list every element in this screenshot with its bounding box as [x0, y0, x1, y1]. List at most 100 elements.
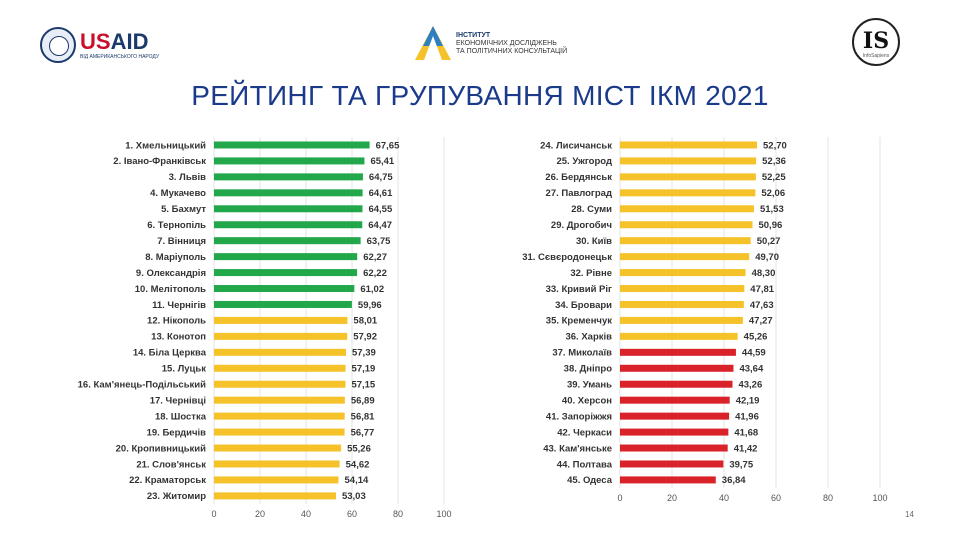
- data-label: 57,19: [352, 364, 376, 375]
- data-label: 65,41: [370, 156, 394, 167]
- data-label: 52,36: [762, 156, 786, 167]
- data-label: 62,22: [363, 268, 387, 279]
- category-label: 37. Миколаїв: [552, 348, 612, 359]
- data-label: 44,59: [742, 348, 766, 359]
- bar: [214, 412, 345, 420]
- data-label: 64,55: [368, 204, 392, 215]
- bar: [214, 332, 348, 340]
- x-tick-label: 0: [211, 509, 216, 519]
- data-label: 64,61: [369, 188, 393, 199]
- category-label: 2. Івано-Франківськ: [113, 156, 206, 167]
- data-label: 64,47: [368, 220, 392, 231]
- category-label: 34. Бровари: [555, 300, 612, 311]
- data-label: 48,30: [752, 268, 776, 279]
- x-tick-label: 80: [393, 509, 403, 519]
- bar: [214, 300, 352, 308]
- bar: [620, 205, 754, 213]
- bar: [214, 269, 358, 277]
- data-label: 52,25: [762, 172, 786, 183]
- bar: [214, 189, 363, 197]
- bar: [214, 492, 336, 500]
- category-label: 13. Конотоп: [151, 332, 206, 343]
- data-label: 56,89: [351, 395, 375, 406]
- bar: [620, 157, 757, 165]
- category-label: 25. Ужгород: [556, 156, 612, 167]
- category-label: 26. Бердянськ: [545, 172, 612, 183]
- category-label: 15. Луцьк: [162, 364, 206, 375]
- bar: [620, 285, 745, 293]
- category-label: 20. Кропивницький: [116, 443, 207, 454]
- category-label: 3. Львів: [169, 172, 207, 183]
- institute-line-3: ТА ПОЛІТИЧНИХ КОНСУЛЬТАЦІЙ: [456, 48, 568, 55]
- data-label: 59,96: [358, 300, 382, 311]
- bar: [214, 173, 363, 181]
- x-tick-label: 100: [872, 493, 887, 503]
- bar: [214, 396, 345, 404]
- bar: [214, 460, 340, 468]
- data-label: 50,96: [758, 220, 782, 231]
- usaid-logo-text: USAID: [80, 29, 149, 54]
- category-label: 10. Мелітополь: [135, 284, 206, 295]
- bar: [214, 428, 345, 436]
- data-label: 52,70: [763, 140, 787, 151]
- category-label: 33. Кривий Ріг: [546, 284, 612, 295]
- data-label: 42,19: [736, 395, 760, 406]
- category-label: 4. Мукачево: [150, 188, 206, 199]
- category-label: 31. Сєвєродонецьк: [522, 252, 612, 263]
- bar: [620, 269, 746, 277]
- category-label: 5. Бахмут: [161, 204, 206, 215]
- data-label: 57,15: [351, 380, 375, 391]
- category-label: 7. Вінниця: [157, 236, 206, 247]
- bar: [214, 253, 358, 261]
- bar: [620, 444, 728, 452]
- data-label: 43,26: [738, 380, 762, 391]
- x-tick-label: 100: [436, 509, 451, 519]
- category-label: 44. Полтава: [557, 459, 613, 470]
- category-label: 11. Чернігів: [152, 300, 206, 311]
- bar: [620, 173, 756, 181]
- data-label: 61,02: [360, 284, 384, 295]
- bar: [214, 316, 348, 324]
- bar: [620, 412, 730, 420]
- bar: [214, 221, 363, 229]
- x-tick-label: 60: [771, 493, 781, 503]
- data-label: 57,92: [353, 332, 377, 343]
- category-label: 27. Павлоград: [546, 188, 612, 199]
- category-label: 9. Олександрія: [136, 268, 206, 279]
- x-tick-label: 0: [617, 493, 622, 503]
- data-label: 45,26: [744, 332, 768, 343]
- usaid-tagline: ВІД АМЕРИКАНСЬКОГО НАРОДУ: [80, 54, 160, 60]
- category-label: 8. Маріуполь: [145, 252, 206, 263]
- page-number: 14: [905, 510, 914, 519]
- bar: [620, 348, 736, 356]
- data-label: 62,27: [363, 252, 387, 263]
- category-label: 36. Харків: [565, 332, 612, 343]
- data-label: 41,96: [735, 411, 759, 422]
- category-label: 43. Кам'янське: [543, 443, 612, 454]
- category-label: 38. Дніпро: [564, 364, 613, 375]
- data-label: 52,06: [761, 188, 785, 199]
- x-tick-label: 20: [667, 493, 677, 503]
- data-label: 50,27: [757, 236, 781, 247]
- page-title: РЕЙТИНГ ТА ГРУПУВАННЯ МІСТ ІКМ 2021: [191, 80, 769, 111]
- data-label: 49,70: [755, 252, 779, 263]
- usaid-seal-icon: [40, 27, 76, 63]
- data-label: 58,01: [353, 316, 377, 327]
- category-label: 29. Дрогобич: [551, 220, 612, 231]
- category-label: 24. Лисичанськ: [540, 140, 612, 151]
- bar: [214, 476, 339, 484]
- infosapiens-logo-sub: InfoSapiens: [862, 53, 890, 59]
- bar: [620, 380, 733, 388]
- infosapiens-logo: IS InfoSapiens: [852, 18, 900, 66]
- usaid-logo: USAID: [80, 29, 148, 55]
- category-label: 41. Запоріжжя: [546, 411, 612, 422]
- bar: [620, 332, 738, 340]
- data-label: 39,75: [729, 459, 753, 470]
- category-label: 28. Суми: [571, 204, 612, 215]
- bar: [620, 364, 734, 372]
- bar: [214, 364, 346, 372]
- data-label: 53,03: [342, 491, 366, 502]
- category-label: 1. Хмельницький: [125, 140, 206, 151]
- data-label: 63,75: [367, 236, 391, 247]
